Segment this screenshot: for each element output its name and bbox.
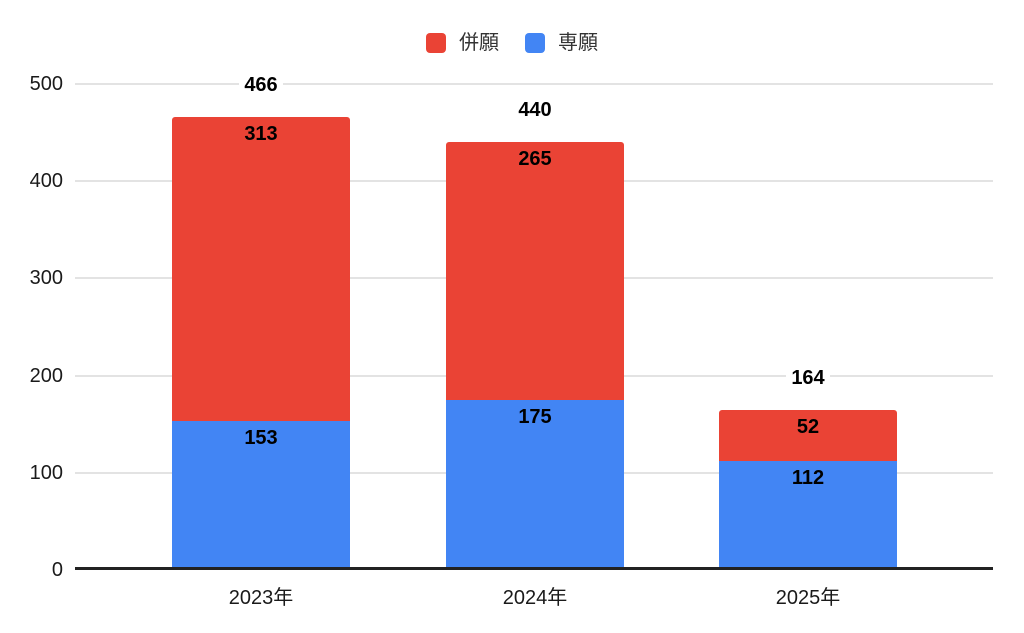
segment-併願: 52 xyxy=(719,410,897,461)
legend-item: 専願 xyxy=(525,32,598,54)
segment-value-label: 153 xyxy=(244,427,278,449)
bar-2025年: 164 52 112 xyxy=(719,367,897,570)
bar-2024年: 440 265 175 xyxy=(446,99,624,570)
segment-併願: 265 xyxy=(446,142,624,400)
legend: 併願 専願 xyxy=(0,32,1024,54)
segment-併願: 313 xyxy=(172,117,350,421)
y-tick-label: 100 xyxy=(29,462,63,484)
x-axis-label: 2024年 xyxy=(502,587,568,609)
legend-label: 専願 xyxy=(558,32,598,54)
bar-total-label: 164 xyxy=(719,366,897,390)
segment-value-label: 112 xyxy=(791,467,825,489)
x-axis-line xyxy=(75,567,993,570)
segment-value-label: 313 xyxy=(244,123,278,145)
x-axis-label: 2025年 xyxy=(775,587,841,609)
bar-total-label: 440 xyxy=(446,98,624,122)
bar-total-label: 466 xyxy=(172,73,350,97)
y-tick-label: 300 xyxy=(29,267,63,289)
bar-total-value: 440 xyxy=(513,99,557,121)
segment-専願: 112 xyxy=(719,461,897,570)
legend-color-swatch xyxy=(525,33,545,53)
legend-item: 併願 xyxy=(426,32,499,54)
segment-value-label: 265 xyxy=(518,148,552,170)
bar-total-value: 466 xyxy=(239,74,283,96)
y-tick-label: 400 xyxy=(29,170,63,192)
y-tick-label: 500 xyxy=(29,73,63,95)
bar-2023年: 466 313 153 xyxy=(172,74,350,570)
segment-専願: 175 xyxy=(446,400,624,570)
segment-value-label: 175 xyxy=(518,406,552,428)
plot-area: 0 100 200 300 400 500 466 313 153 2023年 440 265 175 2… xyxy=(30,74,993,609)
segment-value-label: 52 xyxy=(796,416,820,438)
gridline xyxy=(75,83,993,85)
segment-専願: 153 xyxy=(172,421,350,570)
bar-total-value: 164 xyxy=(786,367,830,389)
legend-color-swatch xyxy=(426,33,446,53)
y-tick-label: 200 xyxy=(29,365,63,387)
x-axis-label: 2023年 xyxy=(228,587,294,609)
legend-label: 併願 xyxy=(459,32,499,54)
y-tick-label: 0 xyxy=(51,559,63,581)
